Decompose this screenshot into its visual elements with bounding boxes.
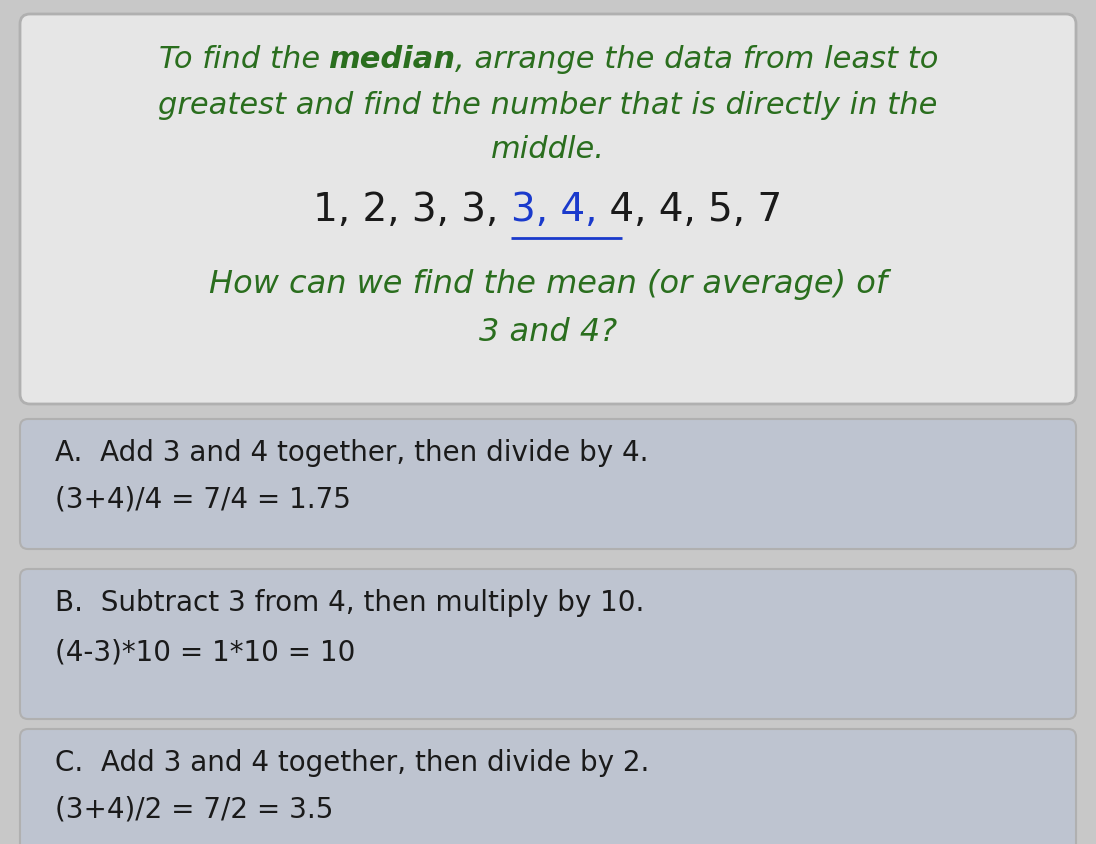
Text: 4, 4, 5, 7: 4, 4, 5, 7 bbox=[597, 191, 783, 229]
FancyBboxPatch shape bbox=[20, 419, 1076, 549]
Text: 3, 4,: 3, 4, bbox=[511, 191, 597, 229]
Text: C.  Add 3 and 4 together, then divide by 2.: C. Add 3 and 4 together, then divide by … bbox=[55, 748, 649, 776]
Text: (3+4)/4 = 7/4 = 1.75: (3+4)/4 = 7/4 = 1.75 bbox=[55, 485, 351, 513]
Text: 1, 2, 3, 3,: 1, 2, 3, 3, bbox=[313, 191, 511, 229]
Text: , arrange the data from least to: , arrange the data from least to bbox=[455, 46, 938, 74]
FancyBboxPatch shape bbox=[20, 15, 1076, 404]
Text: (4-3)*10 = 1*10 = 10: (4-3)*10 = 1*10 = 10 bbox=[55, 638, 355, 666]
FancyBboxPatch shape bbox=[20, 570, 1076, 719]
FancyBboxPatch shape bbox=[20, 729, 1076, 844]
Text: middle.: middle. bbox=[491, 135, 605, 165]
Text: A.  Add 3 and 4 together, then divide by 4.: A. Add 3 and 4 together, then divide by … bbox=[55, 439, 649, 467]
Text: B.  Subtract 3 from 4, then multiply by 10.: B. Subtract 3 from 4, then multiply by 1… bbox=[55, 588, 644, 616]
Text: How can we find the mean (or average) of: How can we find the mean (or average) of bbox=[209, 269, 887, 300]
Text: median: median bbox=[328, 46, 455, 74]
Text: greatest and find the number that is directly in the: greatest and find the number that is dir… bbox=[158, 90, 938, 119]
Text: To find the: To find the bbox=[159, 46, 330, 74]
Text: 3 and 4?: 3 and 4? bbox=[479, 317, 617, 348]
Text: (3+4)/2 = 7/2 = 3.5: (3+4)/2 = 7/2 = 3.5 bbox=[55, 795, 333, 823]
